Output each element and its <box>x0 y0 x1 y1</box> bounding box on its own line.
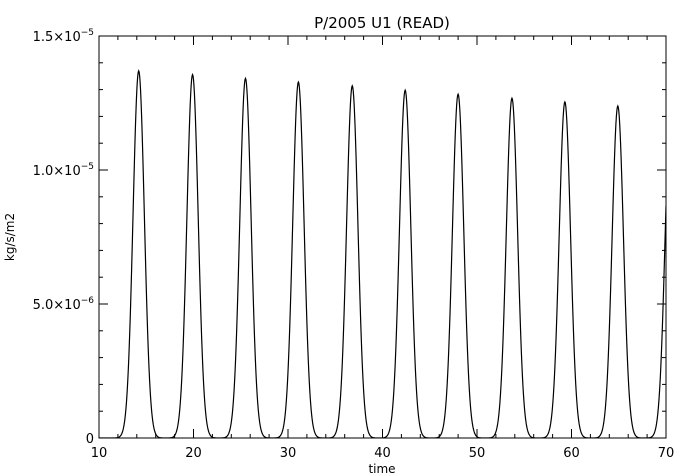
y-axis-label: kg/s/m2 <box>3 213 17 261</box>
y-tick-label: 1.0×10−5 <box>33 162 94 179</box>
series-line <box>99 69 666 438</box>
plot-frame <box>98 35 667 439</box>
x-axis-ticks: 10 20 30 40 50 60 70 <box>91 36 674 461</box>
x-tick-label: 60 <box>563 446 580 461</box>
x-tick-label: 40 <box>374 446 391 461</box>
y-tick-label: 5.0×10−6 <box>33 296 95 313</box>
x-tick-label: 70 <box>658 446 674 461</box>
chart-title: P/2005 U1 (READ) <box>314 14 450 32</box>
x-tick-label: 10 <box>91 446 108 461</box>
x-tick-label: 20 <box>185 446 202 461</box>
series-group <box>99 69 666 438</box>
x-tick-label: 50 <box>469 446 486 461</box>
x-tick-label: 30 <box>280 446 297 461</box>
y-tick-label: 1.5×10−5 <box>33 28 94 45</box>
y-tick-label: 0 <box>86 432 94 447</box>
y-axis-ticks: 0 5.0×10−6 1.0×10−5 1.5×10−5 <box>33 28 666 447</box>
x-axis-label: time <box>368 462 395 475</box>
